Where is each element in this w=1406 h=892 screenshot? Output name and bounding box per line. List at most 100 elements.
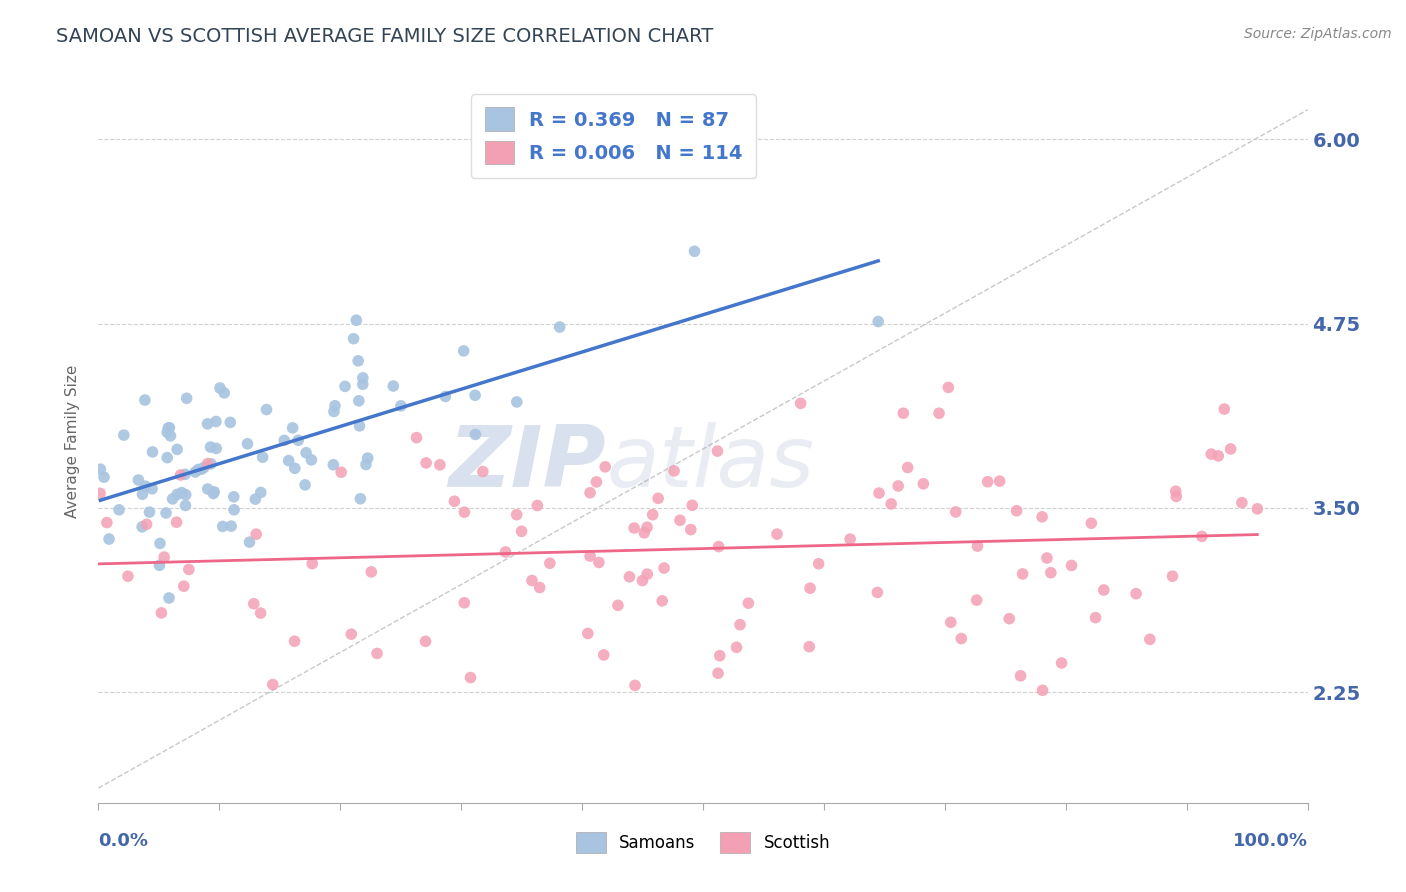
Point <box>174 467 197 482</box>
Point <box>1060 558 1083 573</box>
Point <box>623 521 645 535</box>
Point <box>1164 484 1187 499</box>
Point <box>928 406 950 420</box>
Point <box>202 486 225 500</box>
Point <box>349 491 371 506</box>
Point <box>197 417 219 431</box>
Point <box>354 458 377 472</box>
Point <box>138 505 160 519</box>
Point <box>592 648 614 662</box>
Point <box>89 462 111 476</box>
Point <box>352 371 374 385</box>
Point <box>939 615 962 630</box>
Point <box>177 562 200 576</box>
Point <box>190 462 212 476</box>
Point <box>360 565 382 579</box>
Point <box>170 485 193 500</box>
Point <box>283 634 305 648</box>
Point <box>219 416 242 430</box>
Point <box>1039 566 1062 580</box>
Point <box>117 569 139 583</box>
Point <box>936 380 959 394</box>
Point <box>866 585 889 599</box>
Y-axis label: Average Family Size: Average Family Size <box>65 365 80 518</box>
Point <box>405 431 427 445</box>
Point <box>966 539 988 553</box>
Point <box>588 556 610 570</box>
Point <box>93 470 115 484</box>
Point <box>333 379 356 393</box>
Point <box>187 462 209 476</box>
Point <box>651 594 673 608</box>
Point <box>998 612 1021 626</box>
Point <box>1031 509 1053 524</box>
Point <box>156 450 179 465</box>
Text: 100.0%: 100.0% <box>1233 832 1308 850</box>
Point <box>166 442 188 457</box>
Point <box>340 627 363 641</box>
Point <box>976 475 998 489</box>
Point <box>197 457 219 471</box>
Point <box>295 446 318 460</box>
Point <box>868 486 890 500</box>
Point <box>236 437 259 451</box>
Text: ZIP: ZIP <box>449 422 606 505</box>
Point <box>245 527 267 541</box>
Point <box>1246 501 1268 516</box>
Point <box>707 540 730 554</box>
Point <box>415 456 437 470</box>
Point <box>89 486 111 500</box>
Point <box>633 525 655 540</box>
Point <box>173 579 195 593</box>
Point <box>453 343 475 358</box>
Point <box>184 465 207 479</box>
Point <box>169 468 191 483</box>
Point <box>141 445 163 459</box>
Point <box>429 458 451 472</box>
Point <box>159 429 181 443</box>
Legend: Samoans, Scottish: Samoans, Scottish <box>569 826 837 860</box>
Text: 0.0%: 0.0% <box>98 832 149 850</box>
Point <box>520 574 543 588</box>
Point <box>606 599 628 613</box>
Point <box>141 482 163 496</box>
Point <box>538 556 561 570</box>
Point <box>197 482 219 496</box>
Point <box>344 313 367 327</box>
Point <box>174 499 197 513</box>
Point <box>464 388 486 402</box>
Point <box>349 418 371 433</box>
Point <box>669 513 692 527</box>
Point <box>281 421 304 435</box>
Point <box>1213 402 1236 417</box>
Point <box>108 503 131 517</box>
Text: Source: ZipAtlas.com: Source: ZipAtlas.com <box>1244 27 1392 41</box>
Point <box>471 465 494 479</box>
Point <box>1139 632 1161 647</box>
Point <box>200 457 222 471</box>
Point <box>208 381 231 395</box>
Point <box>155 506 177 520</box>
Point <box>453 596 475 610</box>
Point <box>382 379 405 393</box>
Point <box>464 427 486 442</box>
Point <box>127 473 149 487</box>
Point <box>166 487 188 501</box>
Point <box>347 354 370 368</box>
Point <box>1050 656 1073 670</box>
Point <box>576 626 599 640</box>
Point <box>725 640 748 655</box>
Point <box>579 549 602 563</box>
Text: atlas: atlas <box>606 422 814 505</box>
Point <box>1084 610 1107 624</box>
Point <box>157 591 180 605</box>
Point <box>222 502 245 516</box>
Point <box>707 666 730 681</box>
Point <box>176 391 198 405</box>
Point <box>238 535 260 549</box>
Point <box>352 377 374 392</box>
Point <box>593 459 616 474</box>
Point <box>766 527 789 541</box>
Point <box>966 593 988 607</box>
Point <box>679 523 702 537</box>
